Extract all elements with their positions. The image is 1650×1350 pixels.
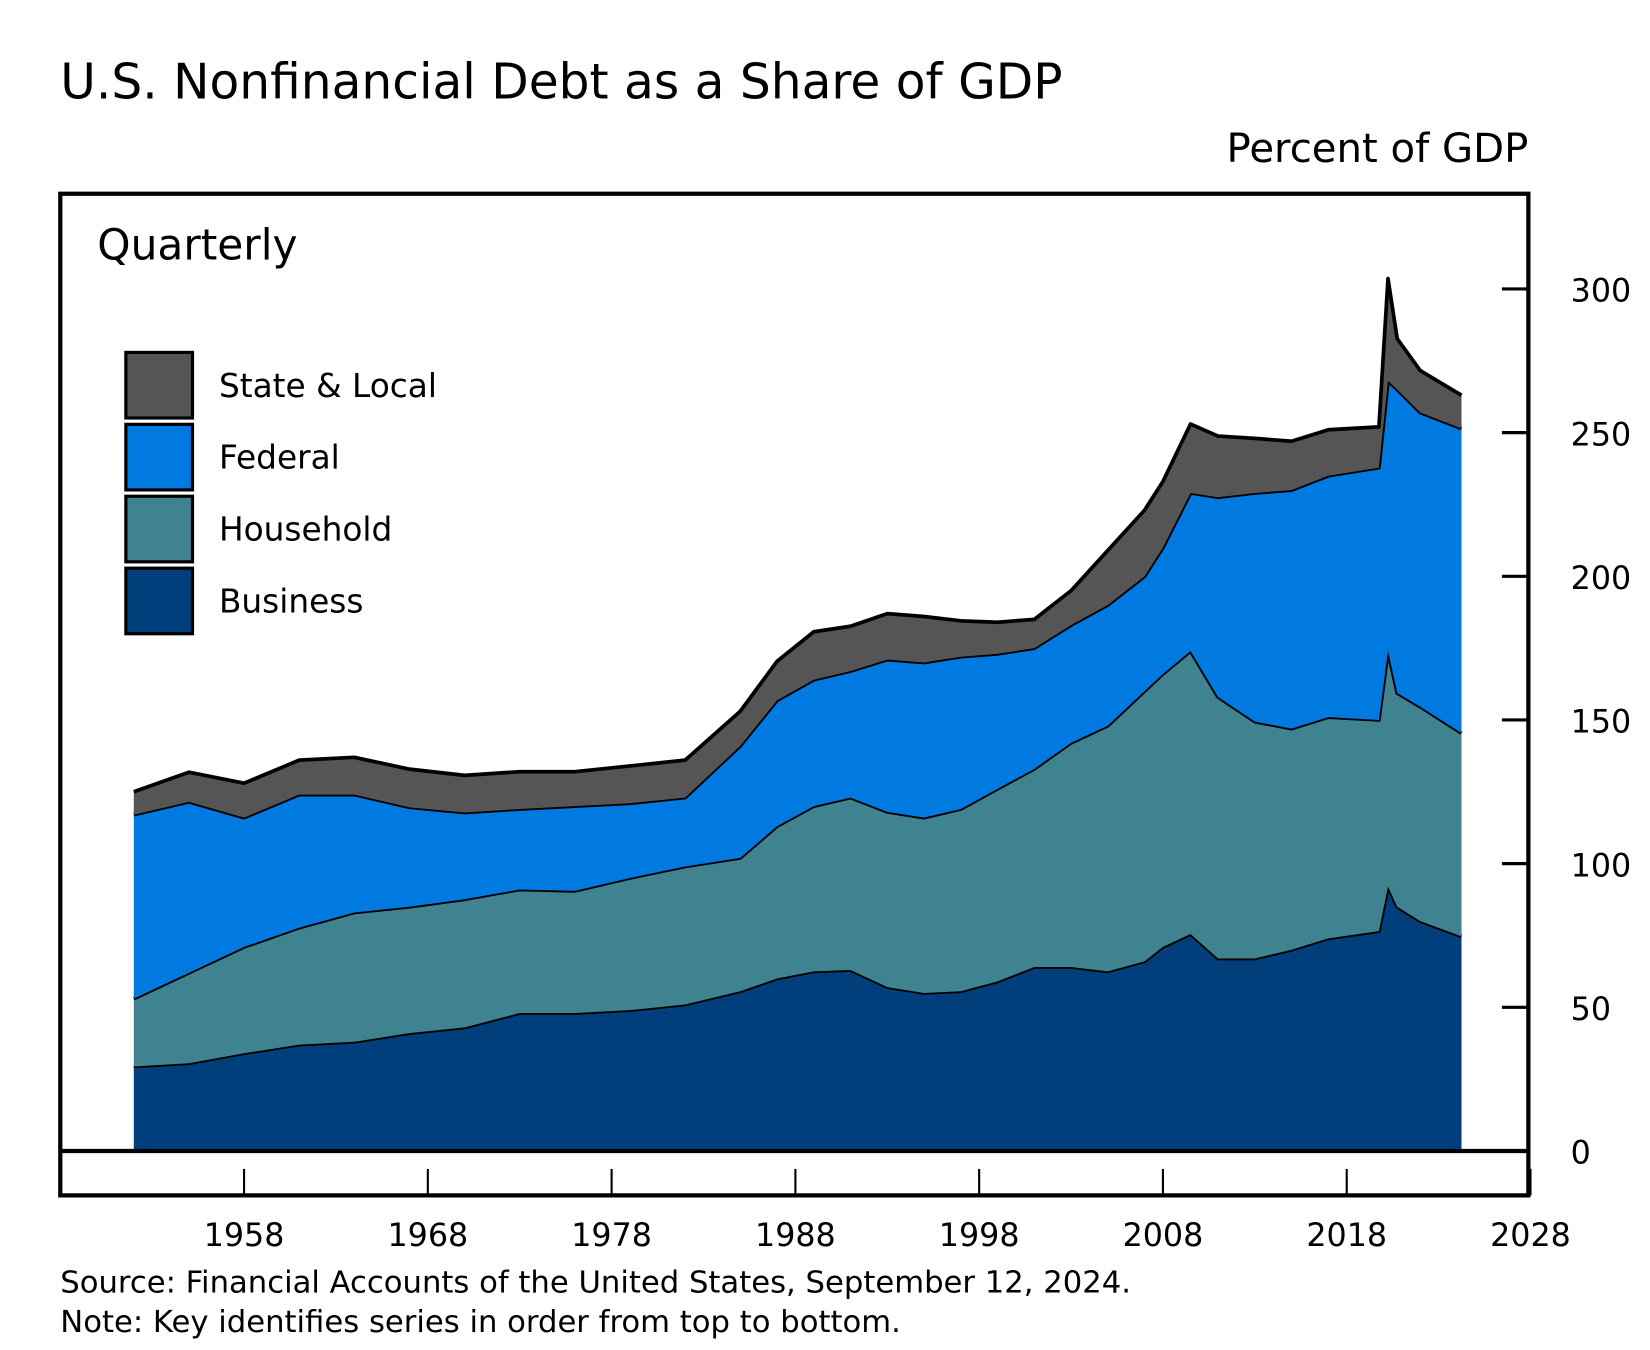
x-tick-label: 2018 [1306,1218,1387,1254]
legend-swatch [124,422,195,492]
x-tick-label: 1978 [571,1218,652,1254]
area-business [133,886,1462,1151]
x-tick-label: 1968 [387,1218,468,1254]
source-note: Source: Financial Accounts of the United… [60,1266,1131,1301]
y-tick-label: 200 [1571,561,1632,597]
y-tick-label: 150 [1571,705,1632,741]
key-note: Note: Key identifies series in order fro… [60,1305,901,1340]
y-tick-label: 100 [1571,848,1632,884]
y-tick-label: 50 [1571,992,1611,1028]
legend-item: Household [124,494,392,564]
legend-label: Household [219,511,392,549]
y-axis: 0 50 100 150 200 250 300 [1501,274,1632,1172]
y-tick-label: 250 [1571,417,1632,453]
x-axis: 1958 1968 1978 1988 1998 2008 2018 2028 [204,1168,1571,1254]
legend-item: Federal [124,422,340,492]
line-state-local [133,276,1463,794]
x-tick-label: 1988 [755,1218,836,1254]
x-tick-label: 1958 [204,1218,285,1254]
legend-label: State & Local [219,367,437,405]
chart-title: U.S. Nonfinancial Debt as a Share of GDP [60,55,1062,111]
legend-label: Federal [219,439,340,477]
area-household [133,650,1462,1067]
x-tick-label: 1998 [939,1218,1020,1254]
legend-item: State & Local [124,350,437,420]
legend-swatch [124,350,195,420]
frequency-label: Quarterly [97,220,297,269]
y-tick-label: 0 [1571,1136,1591,1172]
x-tick-label: 2028 [1490,1218,1571,1254]
legend: State & Local Federal Household Business [124,350,437,636]
legend-label: Business [219,583,364,621]
y-axis-label: Percent of GDP [1227,126,1529,172]
x-tick-label: 2008 [1123,1218,1204,1254]
legend-swatch [124,494,195,564]
y-tick-label: 300 [1571,274,1632,310]
plot-areas [133,276,1463,1151]
legend-swatch [124,566,195,636]
legend-item: Business [124,566,364,636]
